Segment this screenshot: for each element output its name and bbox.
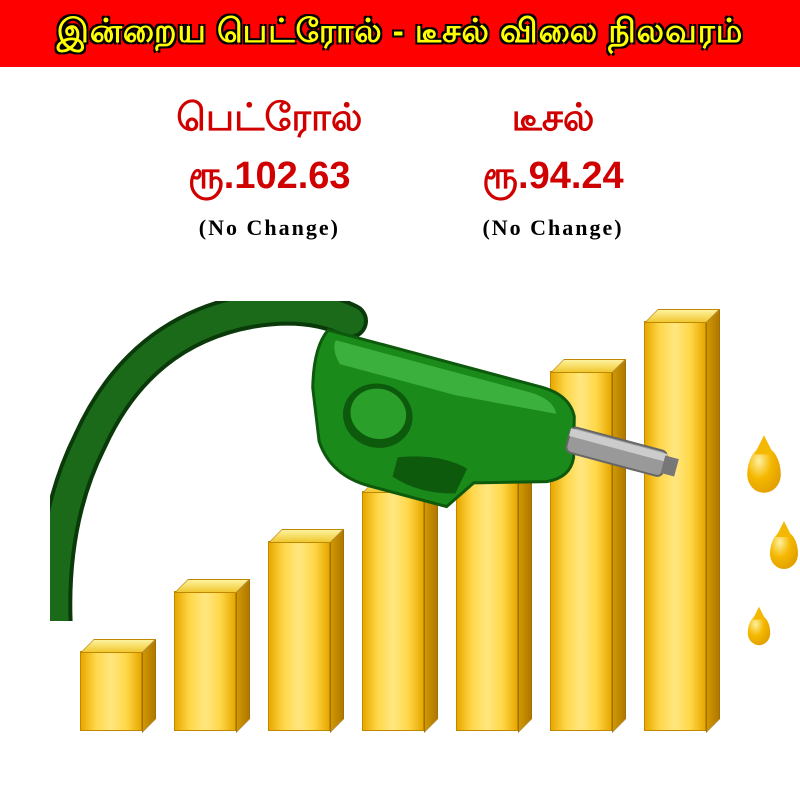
page-title: இன்றைய பெட்ரோல் - டீசல் விலை நிலவரம் bbox=[8, 12, 792, 55]
petrol-block: பெட்ரோல் ரூ.102.63 (No Change) bbox=[176, 97, 362, 241]
price-section: பெட்ரோல் ரூ.102.63 (No Change) டீசல் ரூ.… bbox=[0, 97, 800, 241]
chart-bar bbox=[80, 651, 142, 731]
petrol-status: (No Change) bbox=[176, 215, 362, 241]
diesel-label: டீசல் bbox=[482, 97, 623, 145]
diesel-block: டீசல் ரூ.94.24 (No Change) bbox=[482, 97, 623, 241]
oil-drop-icon bbox=[748, 615, 770, 645]
diesel-status: (No Change) bbox=[482, 215, 623, 241]
petrol-label: பெட்ரோல் bbox=[176, 97, 362, 145]
fuel-graphic bbox=[0, 291, 800, 751]
petrol-price: ரூ.102.63 bbox=[176, 155, 362, 203]
oil-drop-icon bbox=[747, 447, 781, 493]
header-banner: இன்றைய பெட்ரோல் - டீசல் விலை நிலவரம் bbox=[0, 0, 800, 67]
fuel-nozzle-icon bbox=[50, 301, 730, 626]
oil-drop-icon bbox=[770, 531, 798, 569]
diesel-price: ரூ.94.24 bbox=[482, 155, 623, 203]
